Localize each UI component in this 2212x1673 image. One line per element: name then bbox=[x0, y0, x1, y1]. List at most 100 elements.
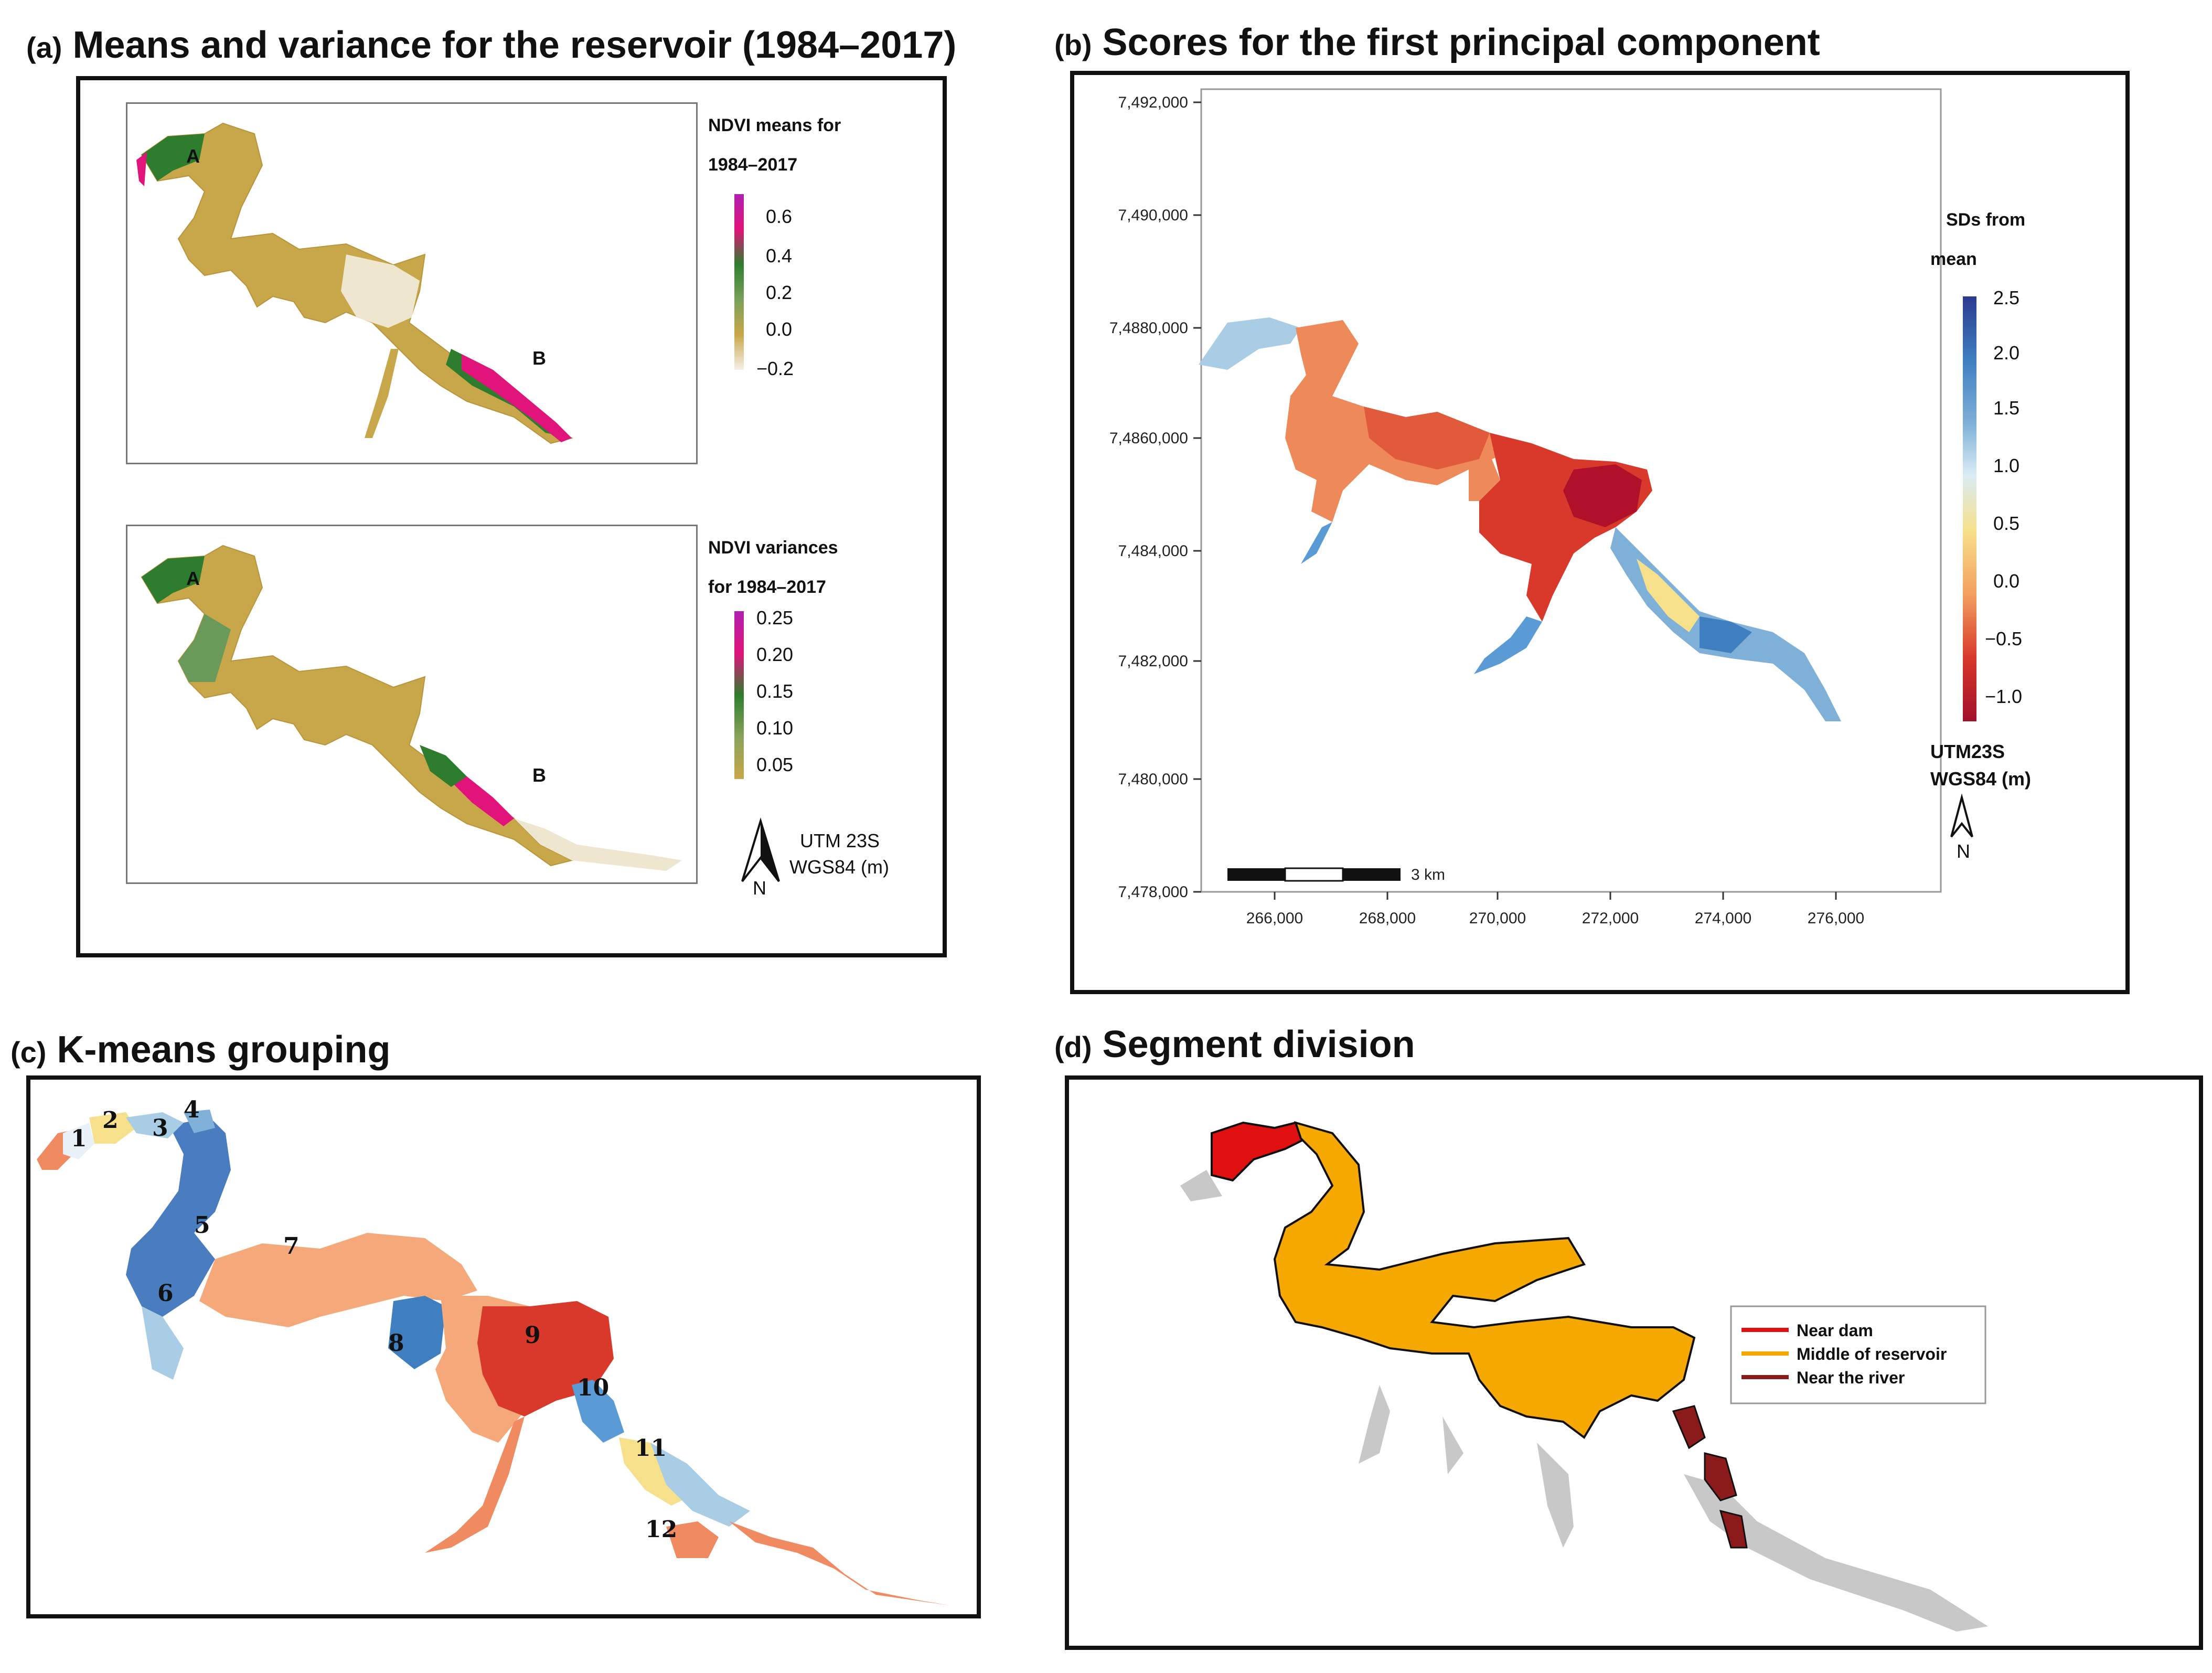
means-river-magenta bbox=[462, 354, 572, 442]
kmeans-label-12: 12 bbox=[645, 1516, 677, 1543]
means-point-a: A bbox=[186, 145, 200, 167]
panel-c-title: (c) K-means grouping bbox=[10, 1031, 390, 1069]
pca-tick-1: 2.0 bbox=[1993, 342, 2019, 364]
kmeans-river-tail bbox=[729, 1521, 949, 1605]
kmeans-label-2: 2 bbox=[102, 1107, 119, 1134]
panel-a-title-text: Means and variance for the reservoir (19… bbox=[72, 24, 957, 66]
pca-y-tick-0: 7,492,000 bbox=[1118, 94, 1188, 111]
kmeans-label-5: 5 bbox=[194, 1212, 210, 1239]
means-tick-0: 0.6 bbox=[766, 206, 792, 227]
panel-d-title: (d) Segment division bbox=[1054, 1026, 1415, 1063]
segment-near-river-3 bbox=[1719, 1509, 1748, 1549]
variance-tick-0: 0.25 bbox=[756, 607, 793, 628]
pca-score-map: 7,492,000 7,490,000 7,4880,000 7,4860,00… bbox=[1109, 88, 1942, 927]
means-colorbar bbox=[734, 194, 744, 370]
panel-b-letter: (b) bbox=[1054, 28, 1092, 61]
variance-point-a: A bbox=[186, 568, 200, 589]
variance-river-green bbox=[420, 745, 467, 787]
kmeans-label-11: 11 bbox=[635, 1435, 667, 1462]
pca-x-tick-1: 268,000 bbox=[1359, 910, 1416, 927]
kmeans-label-7: 7 bbox=[283, 1233, 300, 1260]
pca-y-tick-7: 7,478,000 bbox=[1118, 883, 1188, 901]
means-legend-title-1: NDVI means for bbox=[708, 115, 841, 135]
ndvi-means-legend: NDVI means for 1984–2017 0.6 0.4 0.2 0.0… bbox=[708, 115, 841, 379]
kmeans-group-1 bbox=[63, 1123, 94, 1159]
kmeans-group-10 bbox=[572, 1380, 624, 1443]
panel-c-title-text: K-means grouping bbox=[57, 1029, 391, 1071]
pca-x-tick-0: 266,000 bbox=[1246, 910, 1303, 927]
legend-middle-label: Middle of reservoir bbox=[1797, 1345, 1947, 1363]
kmeans-label-9: 9 bbox=[525, 1322, 541, 1349]
means-tick-2: 0.2 bbox=[766, 282, 792, 303]
panel-d-title-text: Segment division bbox=[1102, 1024, 1415, 1065]
panel-b-title-text: Scores for the first principal component bbox=[1102, 22, 1820, 63]
variance-colorbar bbox=[734, 611, 744, 779]
kmeans-map: 1 2 3 4 5 6 7 8 9 10 11 12 bbox=[37, 1096, 949, 1605]
kmeans-group-5 bbox=[126, 1117, 231, 1317]
variance-dam-vegetation bbox=[142, 556, 205, 603]
means-dam-vegetation bbox=[142, 134, 205, 181]
kmeans-label-10: 10 bbox=[577, 1374, 609, 1401]
pca-legend: SDs from mean 2.5 2.0 1.5 1.0 0.5 0.0 −0… bbox=[1930, 210, 2031, 862]
pca-tick-4: 0.5 bbox=[1993, 513, 2019, 534]
variance-river-tail bbox=[514, 818, 682, 871]
kmeans-label-1: 1 bbox=[71, 1125, 87, 1152]
variance-legend-title-2: for 1984–2017 bbox=[708, 577, 826, 597]
means-tick-4: −0.2 bbox=[756, 358, 794, 379]
panel-a-north-label: N bbox=[753, 877, 766, 899]
pca-y-axis: 7,492,000 7,490,000 7,4880,000 7,4860,00… bbox=[1109, 94, 1201, 901]
kmeans-label-3: 3 bbox=[152, 1115, 168, 1142]
segment-legend: Near dam Middle of reservoir Near the ri… bbox=[1730, 1305, 1986, 1404]
panel-a-crs-1: UTM 23S bbox=[800, 830, 880, 851]
pca-river-blue bbox=[1700, 616, 1752, 653]
pca-y-tick-2: 7,4880,000 bbox=[1109, 319, 1188, 337]
panel-d-letter: (d) bbox=[1054, 1030, 1092, 1063]
pca-x-axis: 266,000 268,000 270,000 272,000 274,000 … bbox=[1246, 892, 1864, 927]
pca-y-tick-1: 7,490,000 bbox=[1118, 207, 1188, 224]
pca-north-label: N bbox=[1957, 840, 1970, 862]
variance-tick-3: 0.10 bbox=[756, 717, 793, 739]
ndvi-means-map: A B bbox=[136, 122, 573, 444]
ndvi-variance-map: A B bbox=[141, 545, 682, 871]
pca-crs-1: UTM23S bbox=[1930, 741, 2005, 762]
means-tributary bbox=[365, 349, 399, 438]
legend-near-river-label: Near the river bbox=[1797, 1368, 1905, 1387]
pca-y-tick-5: 7,482,000 bbox=[1118, 653, 1188, 670]
panel-a-north-arrow: N UTM 23S WGS84 (m) bbox=[741, 817, 889, 899]
kmeans-group-3 bbox=[126, 1112, 184, 1138]
panel-a-title: (a) Means and variance for the reservoir… bbox=[26, 26, 956, 64]
pca-x-tick-4: 274,000 bbox=[1695, 910, 1751, 927]
pca-north-arrow-icon bbox=[1950, 793, 1973, 838]
pca-x-tick-3: 272,000 bbox=[1582, 910, 1639, 927]
variance-tick-2: 0.15 bbox=[756, 680, 793, 702]
kmeans-label-4: 4 bbox=[184, 1096, 200, 1123]
variance-green-zone bbox=[178, 614, 231, 682]
variance-tick-4: 0.05 bbox=[756, 754, 793, 775]
pca-scale-bar: 3 km bbox=[1227, 866, 1445, 883]
pca-dam-arm bbox=[1199, 317, 1301, 370]
means-tick-3: 0.0 bbox=[766, 318, 792, 340]
segment-near-river-1 bbox=[1672, 1405, 1706, 1450]
pca-scale-label: 3 km bbox=[1411, 866, 1445, 883]
means-legend-title-2: 1984–2017 bbox=[708, 155, 797, 175]
segment-map: Near dam Middle of reservoir Near the ri… bbox=[1180, 1121, 1988, 1632]
kmeans-group-8 bbox=[388, 1296, 446, 1369]
pca-basin-edge bbox=[1469, 454, 1500, 501]
pca-tick-6: −0.5 bbox=[1985, 628, 2022, 649]
means-edge-magenta bbox=[136, 152, 147, 186]
pca-y-tick-6: 7,480,000 bbox=[1118, 771, 1188, 788]
pca-tributary-west bbox=[1301, 522, 1332, 564]
pca-river-mixed bbox=[1637, 559, 1700, 632]
segment-near-dam bbox=[1211, 1121, 1308, 1182]
segment-near-river-2 bbox=[1704, 1452, 1737, 1501]
kmeans-group-6 bbox=[142, 1306, 184, 1380]
pca-y-tick-4: 7,484,000 bbox=[1118, 542, 1188, 560]
means-point-b: B bbox=[532, 347, 546, 369]
pca-colorbar bbox=[1963, 296, 1976, 721]
kmeans-group-4 bbox=[184, 1110, 215, 1133]
legend-near-dam-label: Near dam bbox=[1797, 1321, 1873, 1340]
kmeans-group-7 bbox=[199, 1233, 477, 1327]
pca-tick-2: 1.5 bbox=[1993, 397, 2019, 419]
pca-y-tick-3: 7,4860,000 bbox=[1109, 430, 1188, 447]
means-reservoir-basin bbox=[341, 254, 420, 328]
